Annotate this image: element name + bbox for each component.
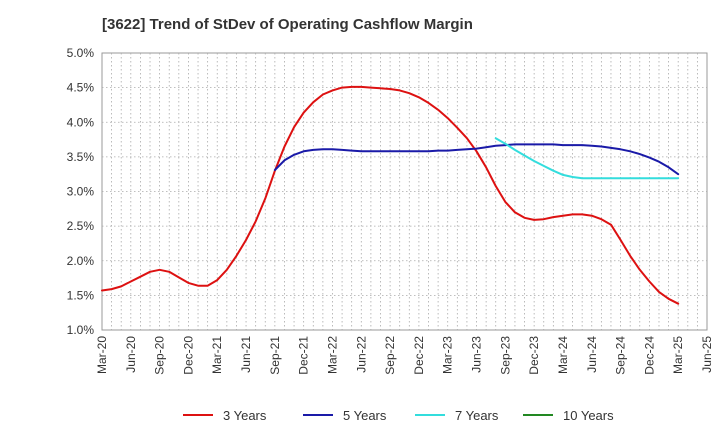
x-tick-label: Jun-25 <box>700 336 714 373</box>
x-tick-label: Sep-21 <box>268 336 282 375</box>
x-tick-label: Mar-23 <box>441 336 455 374</box>
y-tick-label: 5.0% <box>67 46 95 60</box>
y-tick-label: 3.0% <box>67 185 95 199</box>
y-tick-label: 2.5% <box>67 219 95 233</box>
chart-title: [3622] Trend of StDev of Operating Cashf… <box>102 16 473 33</box>
y-tick-label: 1.5% <box>67 288 95 302</box>
x-tick-label: Sep-20 <box>153 336 167 375</box>
series-layer <box>101 85 680 305</box>
legend-label: 10 Years <box>563 408 614 423</box>
legend-label: 5 Years <box>343 408 387 423</box>
grid-lines <box>102 53 707 330</box>
plot-area <box>101 52 708 331</box>
x-tick-label: Jun-22 <box>354 336 368 373</box>
x-tick-label: Mar-25 <box>671 336 685 374</box>
x-tick-label: Mar-21 <box>210 336 224 374</box>
x-tick-label: Sep-22 <box>383 336 397 375</box>
y-tick-label: 2.0% <box>67 254 95 268</box>
legend-label: 7 Years <box>455 408 499 423</box>
y-tick-label: 4.0% <box>67 115 95 129</box>
x-tick-label: Mar-20 <box>95 336 109 374</box>
series-line-5-years <box>273 143 680 176</box>
y-tick-label: 1.0% <box>67 323 95 337</box>
axes: 1.0% 1.5% 2.0% 2.5% 3.0% 3.5% 4.0% 4.5% 5.0% Mar-… <box>67 46 714 375</box>
x-tick-label: Dec-20 <box>181 336 195 375</box>
x-tick-label: Dec-24 <box>642 336 656 375</box>
x-tick-label: Mar-22 <box>325 336 339 374</box>
x-tick-label: Jun-23 <box>470 336 484 373</box>
x-tick-label: Sep-24 <box>614 336 628 375</box>
x-tick-label: Jun-24 <box>585 336 599 373</box>
legend-label: 3 Years <box>223 408 267 423</box>
x-tick-label: Jun-20 <box>124 336 138 373</box>
x-tick-label: Dec-22 <box>412 336 426 375</box>
x-tick-label: Mar-24 <box>556 336 570 374</box>
x-tick-label: Dec-21 <box>297 336 311 375</box>
legend: 3 Years 5 Years 7 Years 10 Years <box>183 408 614 423</box>
series-line-3-years <box>101 85 680 305</box>
series-line-7-years <box>494 137 680 180</box>
y-tick-label: 3.5% <box>67 150 95 164</box>
x-tick-label: Sep-23 <box>498 336 512 375</box>
x-tick-label: Dec-23 <box>527 336 541 375</box>
x-tick-label: Jun-21 <box>239 336 253 373</box>
y-tick-label: 4.5% <box>67 81 95 95</box>
